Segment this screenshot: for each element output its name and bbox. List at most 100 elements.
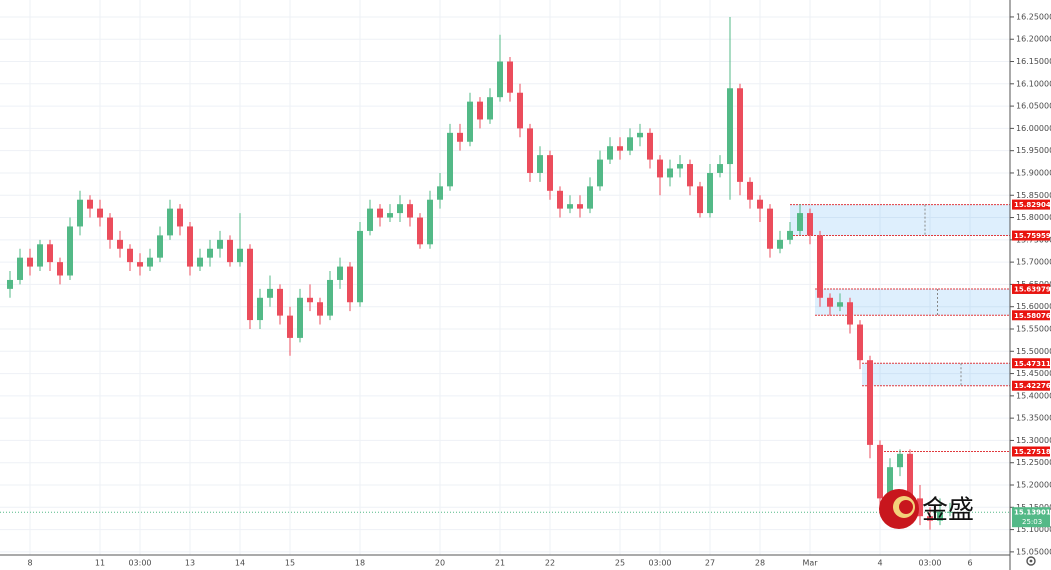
x-tick-label: 13 [185, 559, 195, 568]
y-tick-label: 16.20000 [1016, 35, 1051, 44]
candle-body [417, 217, 423, 245]
candle-body [947, 511, 953, 513]
price-tag-label: 15.27518 [1014, 448, 1051, 456]
y-tick-label: 16.25000 [1016, 12, 1051, 21]
candle-body [57, 262, 63, 276]
candle-body [137, 262, 143, 267]
candle-body [937, 511, 943, 521]
candle-body [837, 302, 843, 307]
settings-icon[interactable] [1026, 556, 1036, 566]
zone [815, 288, 1010, 316]
candle-body [787, 230, 793, 240]
candle-body [337, 266, 343, 280]
candle-body [827, 297, 833, 307]
candles [7, 16, 953, 530]
x-tick-label: 28 [755, 559, 765, 568]
candle-body [527, 128, 533, 173]
candle-body [467, 101, 473, 142]
y-tick-label: 15.45000 [1016, 369, 1051, 378]
candle-body [107, 217, 113, 240]
candle-body [867, 360, 873, 445]
y-tick-label: 16.10000 [1016, 79, 1051, 88]
candle-body [357, 230, 363, 303]
countdown: 25:03 [1022, 518, 1042, 526]
candle-body [567, 204, 573, 209]
candle-body [147, 257, 153, 267]
candle-body [317, 302, 323, 316]
price-tag [1012, 380, 1050, 391]
x-tick-label: 03:00 [648, 559, 671, 568]
last-price-tag [1012, 507, 1050, 528]
y-tick-label: 16.00000 [1016, 124, 1051, 133]
candle-body [777, 239, 783, 249]
watermark: 金盛 [879, 489, 974, 529]
y-tick-label: 15.95000 [1016, 146, 1051, 155]
x-tick-label: 4 [877, 559, 882, 568]
y-tick-label: 15.05000 [1016, 547, 1051, 556]
x-tick-label: 8 [27, 559, 32, 568]
candle-body [497, 61, 503, 98]
candle-body [597, 159, 603, 187]
candle-body [917, 498, 923, 517]
candle-body [717, 164, 723, 173]
candle-body [757, 199, 763, 209]
x-tick-label: 14 [235, 559, 245, 568]
candle-body [727, 88, 733, 165]
x-tick-label: 22 [545, 559, 555, 568]
candle-body [627, 137, 633, 151]
y-tick-label: 16.05000 [1016, 102, 1051, 111]
candle-body [537, 155, 543, 173]
candle-body [207, 248, 213, 258]
candle-body [687, 164, 693, 187]
y-tick-label: 15.10000 [1016, 525, 1051, 534]
price-tag-label: 15.47311 [1014, 360, 1051, 368]
candle-body [17, 257, 23, 280]
x-tick-label: 15 [285, 559, 295, 568]
candle-body [287, 315, 293, 338]
y-tick-label: 16.15000 [1016, 57, 1051, 66]
x-tick-label: Mar [802, 559, 818, 568]
x-tick-label: 03:00 [128, 559, 151, 568]
price-tag [1012, 283, 1050, 294]
candle-body [407, 204, 413, 218]
candle-body [307, 297, 313, 303]
candle-body [267, 288, 273, 298]
y-tick-label: 15.80000 [1016, 213, 1051, 222]
price-tag-label: 15.58076 [1014, 312, 1051, 320]
zone [862, 363, 1010, 386]
y-tick-label: 15.25000 [1016, 458, 1051, 467]
candle-body [37, 244, 43, 267]
candle-body [897, 453, 903, 468]
grid [0, 0, 1010, 555]
candle-body [847, 302, 853, 325]
price-tag-label: 15.82904 [1014, 201, 1051, 209]
candle-body [647, 132, 653, 160]
candle-body [227, 239, 233, 263]
candle-body [507, 61, 513, 93]
candle-body [657, 159, 663, 178]
candle-body [217, 239, 223, 249]
candle-body [737, 88, 743, 182]
candle-body [747, 181, 753, 200]
candle-body [197, 257, 203, 267]
candle-body [887, 467, 893, 499]
y-tick-label: 15.35000 [1016, 414, 1051, 423]
candle-body [167, 208, 173, 236]
zone [790, 204, 1010, 236]
candle-body [87, 199, 93, 209]
candle-body [127, 248, 133, 263]
candle-body [697, 186, 703, 214]
price-tag-label: 15.42276 [1014, 382, 1051, 390]
x-tick-label: 03:00 [918, 559, 941, 568]
candle-body [857, 324, 863, 361]
candle-body [77, 199, 83, 227]
candle-body [7, 279, 13, 289]
y-tick-label: 15.50000 [1016, 347, 1051, 356]
x-tick-label: 6 [967, 559, 972, 568]
y-tick-label: 15.30000 [1016, 436, 1051, 445]
price-tag-label: 15.63979 [1014, 285, 1051, 293]
price-tag [1012, 199, 1050, 210]
candle-body [397, 204, 403, 214]
candle-body [117, 239, 123, 249]
